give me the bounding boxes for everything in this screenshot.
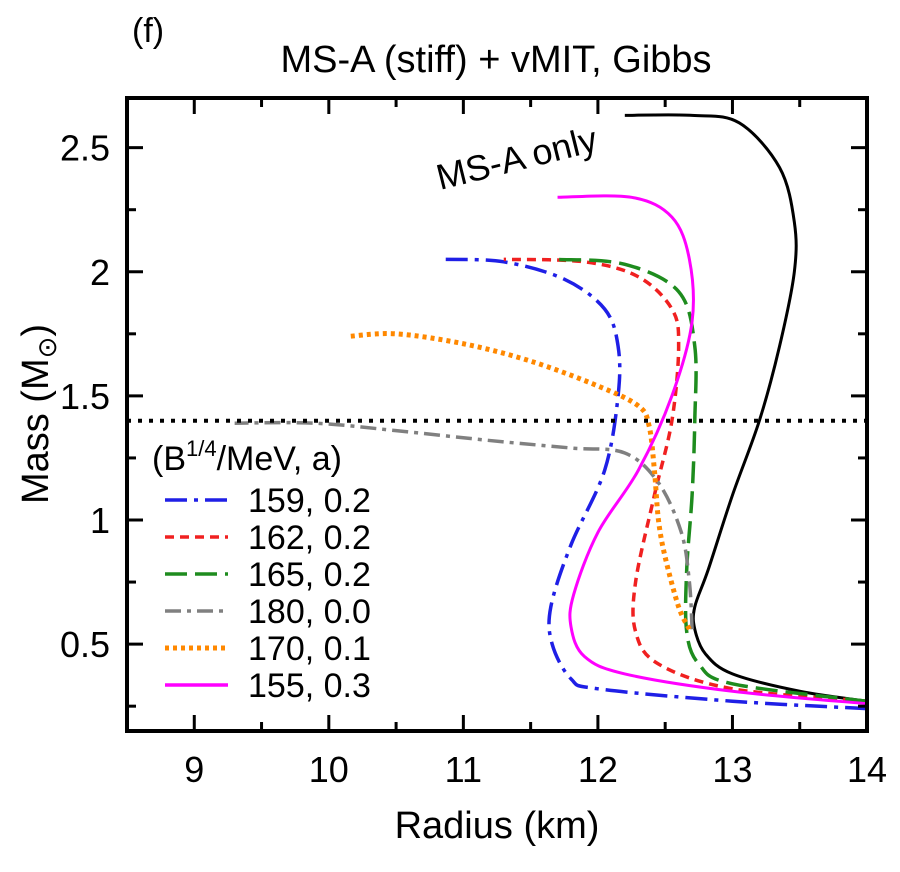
y-tick-label: 2	[90, 252, 110, 293]
x-tick-label: 11	[445, 749, 482, 790]
x-axis-label: Radius (km)	[395, 805, 600, 847]
legend-label-162-0-2: 162, 0.2	[248, 519, 371, 557]
series-162-0-2	[503, 257, 867, 703]
legend-title-rest: /MeV, a)	[217, 440, 342, 478]
series-ms-a-only	[624, 113, 867, 703]
legend-label-159-0-2: 159, 0.2	[248, 482, 371, 520]
y-axis-label-sun-symbol: ⊙	[32, 337, 62, 359]
x-tick-label: 10	[309, 749, 349, 790]
series-159-0-2	[443, 257, 867, 711]
curves-group	[234, 113, 867, 711]
series-180-0-0	[234, 420, 694, 630]
panel-label: (f)	[132, 12, 164, 50]
legend-label-155-0-3: 155, 0.3	[248, 667, 371, 705]
legend-label-170-0-1: 170, 0.1	[248, 630, 371, 668]
chart-title: MS-A (stiff) + vMIT, Gibbs	[280, 39, 711, 81]
y-axis-label-main: Mass (M	[15, 358, 57, 504]
y-tick-label: 1.5	[60, 376, 110, 417]
x-tick-labels: 9 10 11 12 13 14	[184, 749, 887, 790]
legend-title: (B1/4/MeV, a)	[152, 436, 342, 478]
y-tick-label: 0.5	[60, 624, 110, 665]
legend-title-sup: 1/4	[186, 436, 217, 461]
x-tick-label: 14	[847, 749, 887, 790]
axis-ticks	[125, 98, 869, 731]
y-tick-labels: 0.5 1 1.5 2 2.5	[60, 128, 110, 665]
y-tick-label: 2.5	[60, 128, 110, 169]
x-tick-label: 13	[712, 749, 752, 790]
legend-label-180-0-0: 180, 0.0	[248, 593, 371, 631]
series-155-0-3	[557, 194, 867, 706]
x-tick-label: 9	[184, 749, 204, 790]
y-tick-label: 1	[90, 500, 110, 541]
y-axis-label-close: )	[15, 324, 57, 337]
ms-a-only-annotation: MS-A only	[432, 118, 601, 197]
y-axis-label: Mass (M⊙)	[15, 324, 62, 504]
legend-title-main: (B	[152, 440, 186, 478]
legend-label-165-0-2: 165, 0.2	[248, 556, 371, 594]
series-165-0-2	[557, 257, 867, 703]
series-170-0-1	[348, 331, 692, 631]
x-tick-label: 12	[578, 749, 618, 790]
plot-frame	[125, 96, 869, 733]
